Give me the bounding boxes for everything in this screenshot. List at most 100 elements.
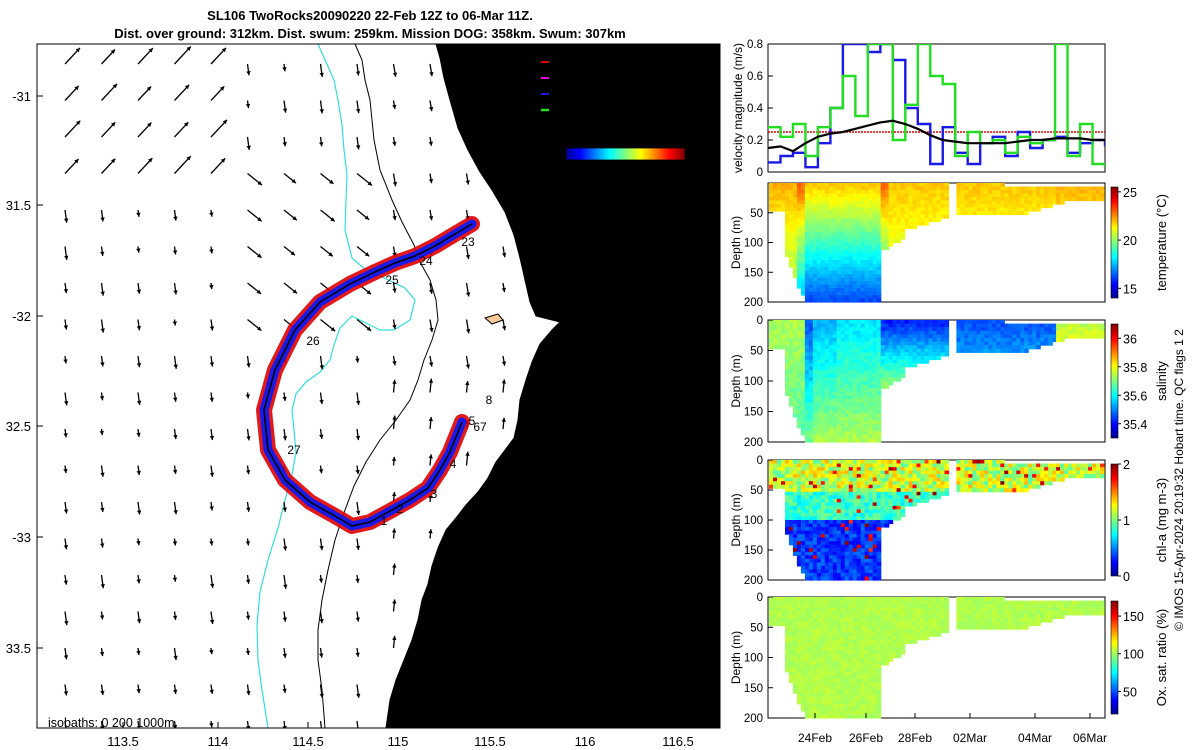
heatmap-cell [820,246,826,251]
heatmap-cell [844,495,850,500]
heatmap-cell [804,288,810,293]
heatmap-cell [840,323,846,328]
heatmap-cell [828,498,834,503]
heatmap-cell [812,359,818,364]
heatmap-cell [1036,334,1041,339]
heatmap-cell [976,488,981,493]
heatmap-cell [816,190,822,195]
heatmap-cell [896,183,902,188]
heatmap-cell [820,438,826,443]
heatmap-cell [892,370,898,375]
heatmap-cell [824,284,830,289]
heatmap-cell [920,211,926,216]
heatmap-cell [960,460,965,465]
heatmap-cell [800,700,806,705]
heatmap-cell [916,352,922,357]
heatmap-cell [972,193,977,198]
day-label: 25 [385,273,399,287]
heatmap-cell [912,190,918,195]
heatmap-cell [1044,477,1049,482]
heatmap-cell [968,467,973,472]
heatmap-cell [808,558,814,563]
heatmap-cell [812,334,818,339]
heatmap-cell [828,363,834,368]
heatmap-cell [848,221,854,226]
heatmap-cell [864,288,870,293]
heatmap-cell [1008,330,1013,335]
heatmap-cell [884,516,890,521]
heatmap-cell [872,214,878,219]
heatmap-cell [832,572,838,577]
heatmap-cell [1016,193,1021,198]
heatmap-cell [960,323,965,328]
current-arrow-head [136,650,141,656]
heatmap-cell [900,484,906,489]
heatmap-cell [916,355,922,361]
heatmap-cell [908,348,914,353]
heatmap-cell [796,555,802,560]
heatmap-cell [860,402,866,407]
heatmap-cell [1024,488,1029,493]
heatmap-cell [1092,193,1097,198]
heatmap-cell [924,491,930,496]
heatmap-cell [984,334,989,339]
heatmap-cell [792,256,798,261]
heatmap-cell [804,558,810,563]
heatmap-cell [860,193,866,198]
heatmap-cell [816,463,822,468]
heatmap-cell [828,186,834,191]
heatmap-cell [1096,323,1101,328]
heatmap-cell [812,569,818,574]
heatmap-cell [920,345,926,350]
heatmap-cell [860,512,866,517]
heatmap-cell [836,345,842,350]
heatmap-cell [892,228,898,233]
heatmap-cell [840,551,846,556]
heatmap-cell [864,402,870,407]
heatmap-cell [876,327,882,332]
heatmap-cell [1036,193,1041,198]
heatmap-cell [832,668,838,673]
heatmap-cell [848,402,854,407]
heatmap-cell [928,334,934,339]
heatmap-cell [796,548,802,553]
heatmap-cell [928,477,934,482]
heatmap-cell [812,548,818,553]
heatmap-cell [884,235,890,240]
current-arrow-head [209,723,214,728]
heatmap-cell [808,395,814,400]
heatmap-cell [904,193,910,198]
heatmap-cell [852,481,858,486]
heatmap-cell [828,228,834,233]
heatmap-cell [840,395,846,400]
heatmap-cell [936,355,942,361]
heatmap-cell [888,200,894,205]
heatmap-cell [832,548,838,553]
heatmap-cell [852,270,858,275]
heatmap-cell [872,352,878,357]
heatmap-cell [1060,474,1065,479]
heatmap-cell [788,502,794,507]
heatmap-cell [796,686,802,691]
heatmap-cell [785,239,790,244]
heatmap-cell [785,221,790,226]
heatmap-cell [956,463,961,468]
heatmap-cell [1036,330,1041,335]
heatmap-cell [804,657,810,662]
heatmap-cell [812,576,818,581]
heatmap-cell [840,373,846,378]
heatmap-cell [1028,190,1033,195]
heatmap-cell [980,186,985,191]
heatmap-cell [796,420,802,425]
heatmap-cell [876,270,882,275]
heatmap-cell [960,484,965,489]
heatmap-cell [844,512,850,517]
heatmap-cell [896,348,902,353]
heatmap-cell [980,327,985,332]
heatmap-cell [860,197,866,202]
heatmap-cell [872,576,878,581]
heatmap-cell [892,207,898,212]
heatmap-cell [880,183,886,188]
heatmap-cell [856,424,862,429]
heatmap-cell [792,214,798,219]
